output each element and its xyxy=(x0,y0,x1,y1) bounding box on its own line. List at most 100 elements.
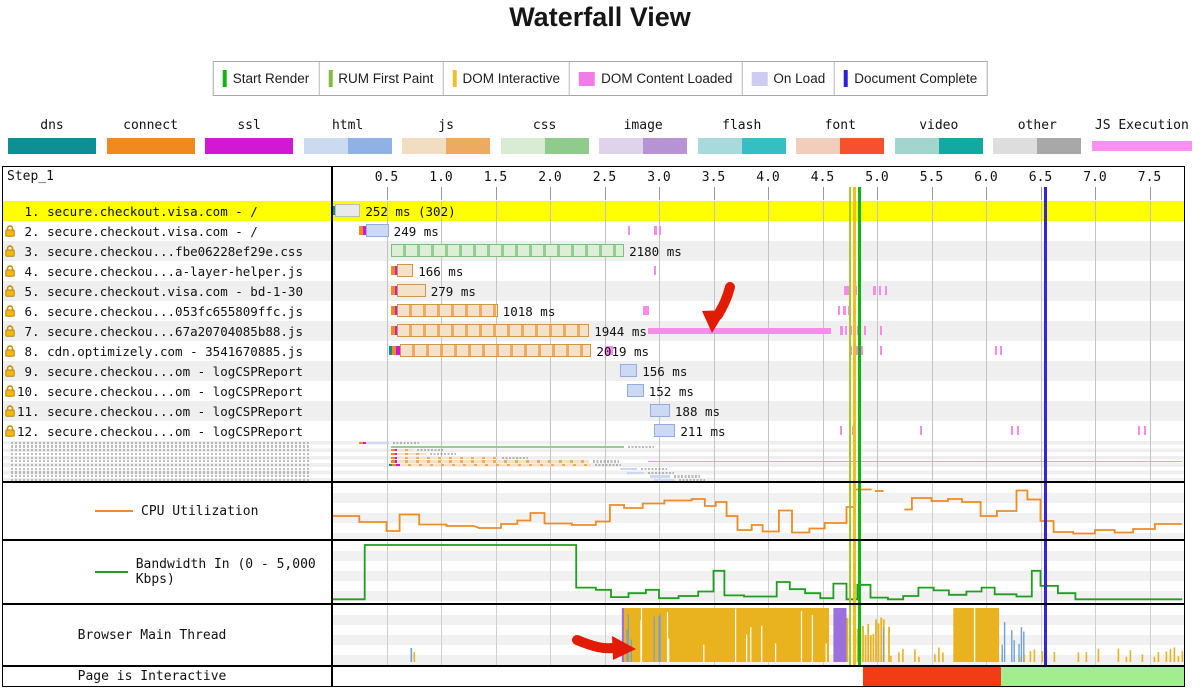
resource-legend-item: html xyxy=(303,118,392,154)
mini-phase-bar xyxy=(619,467,638,471)
resource-legend-label: css xyxy=(532,118,557,133)
request-phase-bar xyxy=(627,384,644,397)
resource-legend-label: html xyxy=(331,118,364,133)
axis-tick-mark xyxy=(986,187,987,200)
gridline xyxy=(441,541,442,603)
request-label-cell[interactable]: 1. secure.checkout.visa.com - / xyxy=(3,201,331,221)
axis-tick-mark xyxy=(822,187,824,200)
request-duration-label: 2180 ms xyxy=(629,244,682,259)
axis-tick-label: 3.0 xyxy=(647,170,671,185)
gridline xyxy=(386,541,388,603)
section-divider xyxy=(3,539,1184,541)
waterfall-row[interactable] xyxy=(3,201,1184,221)
request-phase-bar xyxy=(397,264,414,277)
cpu-utilization-chart xyxy=(332,488,1183,535)
axis-tick-label: 1.0 xyxy=(429,170,453,185)
js-execution-mark xyxy=(855,286,858,295)
request-url-label: 12. secure.checkou...om - logCSPReport xyxy=(17,423,303,439)
event-legend-label: On Load xyxy=(773,71,826,86)
js-execution-mark xyxy=(1016,426,1019,435)
waterfall-row[interactable] xyxy=(3,301,1184,321)
request-label-cell[interactable]: 6. secure.checkou...053fc655809ffc.js xyxy=(3,301,331,321)
event-legend-label: DOM Content Loaded xyxy=(601,71,733,86)
gridline xyxy=(386,201,388,481)
lock-icon xyxy=(3,305,17,317)
axis-tick-mark xyxy=(1040,187,1042,200)
request-phase-bar xyxy=(388,346,392,355)
request-label-cell[interactable]: 12. secure.checkou...om - logCSPReport xyxy=(3,421,331,441)
request-label-cell[interactable]: 9. secure.checkou...om - logCSPReport xyxy=(3,361,331,381)
resource-legend-item: connect xyxy=(106,118,195,154)
js-execution-mark xyxy=(1144,426,1147,435)
mini-phase-bar xyxy=(397,449,414,452)
mini-request-label-smear xyxy=(11,456,311,459)
request-label-cell[interactable]: 8. cdn.optimizely.com - 3541670885.js xyxy=(3,341,331,361)
waterfall-row[interactable] xyxy=(3,401,1184,421)
request-label-cell[interactable]: 5. secure.checkout.visa.com - bd-1-30 xyxy=(3,281,331,301)
request-duration-label: 252 ms (302) xyxy=(365,204,456,219)
waterfall-row[interactable] xyxy=(3,321,1184,341)
mini-duration-smear xyxy=(679,479,706,482)
event-legend-item: Start Render xyxy=(214,62,319,95)
request-phase-bar xyxy=(394,286,398,295)
waterfall-row[interactable] xyxy=(3,381,1184,401)
swatch-half xyxy=(643,138,688,154)
request-phase-bar xyxy=(395,346,401,355)
gridline xyxy=(1149,201,1151,481)
gridline xyxy=(1040,605,1042,665)
js-execution-mark xyxy=(880,346,883,355)
mini-duration-smear xyxy=(501,456,528,459)
mini-duration-smear xyxy=(593,460,620,463)
request-label-cell[interactable]: 10. secure.checkou...om - logCSPReport xyxy=(3,381,331,401)
request-label-cell[interactable]: 3. secure.checkou...fbe06228ef29e.css xyxy=(3,241,331,261)
gridline xyxy=(877,483,878,539)
request-label-cell[interactable]: 2. secure.checkout.visa.com - / xyxy=(3,221,331,241)
request-phase-bar xyxy=(397,304,498,317)
waterfall-row[interactable] xyxy=(3,261,1184,281)
resource-swatch-icon xyxy=(205,138,294,154)
swatch-half xyxy=(1037,138,1082,154)
gridline xyxy=(386,483,388,539)
waterfall-row[interactable] xyxy=(3,421,1184,441)
swatch-half xyxy=(894,138,939,154)
swatch-half xyxy=(993,138,1038,154)
waterfall-row[interactable] xyxy=(3,361,1184,381)
gridline xyxy=(550,541,551,603)
gridline xyxy=(386,605,388,665)
request-label-cell[interactable]: 11. secure.checkou...om - logCSPReport xyxy=(3,401,331,421)
request-phase-bar xyxy=(365,224,389,237)
mini-phase-bar xyxy=(394,452,398,456)
request-phase-bar xyxy=(397,284,426,297)
request-phase-bar xyxy=(619,364,638,377)
gridline xyxy=(931,201,933,481)
event-swatch-icon xyxy=(579,71,596,86)
request-url-label: 5. secure.checkout.visa.com - bd-1-30 xyxy=(17,283,303,299)
axis-tick-label: 0.5 xyxy=(374,170,399,185)
waterfall-row[interactable] xyxy=(3,221,1184,241)
gridline xyxy=(822,541,824,603)
js-execution-mark xyxy=(994,346,997,355)
resource-legend-label: js xyxy=(438,118,454,133)
swatch-half xyxy=(402,138,447,154)
lock-icon xyxy=(3,405,17,417)
request-duration-label: 166 ms xyxy=(418,264,464,279)
axis-tick-label: 7.5 xyxy=(1137,170,1162,185)
resource-legend-label: other xyxy=(1017,118,1057,133)
request-label-cell[interactable]: 4. secure.checkou...a-layer-helper.js xyxy=(3,261,331,281)
request-label-cell[interactable]: 7. secure.checkou...67a20704085b88.js xyxy=(3,321,331,341)
request-duration-label: 152 ms xyxy=(648,384,694,399)
gridline xyxy=(1095,201,1096,481)
resource-legend-item: flash xyxy=(697,118,786,154)
waterfall-row[interactable] xyxy=(3,281,1184,301)
mini-phase-bar xyxy=(391,464,396,467)
gridline xyxy=(1095,541,1096,603)
gridline xyxy=(1149,605,1151,665)
resource-legend-item: css xyxy=(500,118,589,154)
gridline xyxy=(1095,483,1096,539)
resource-legend-item: js xyxy=(402,118,491,154)
gridline xyxy=(604,541,606,603)
swatch-half xyxy=(52,138,96,154)
gridline xyxy=(659,541,660,603)
waterfall-row[interactable] xyxy=(3,341,1184,361)
